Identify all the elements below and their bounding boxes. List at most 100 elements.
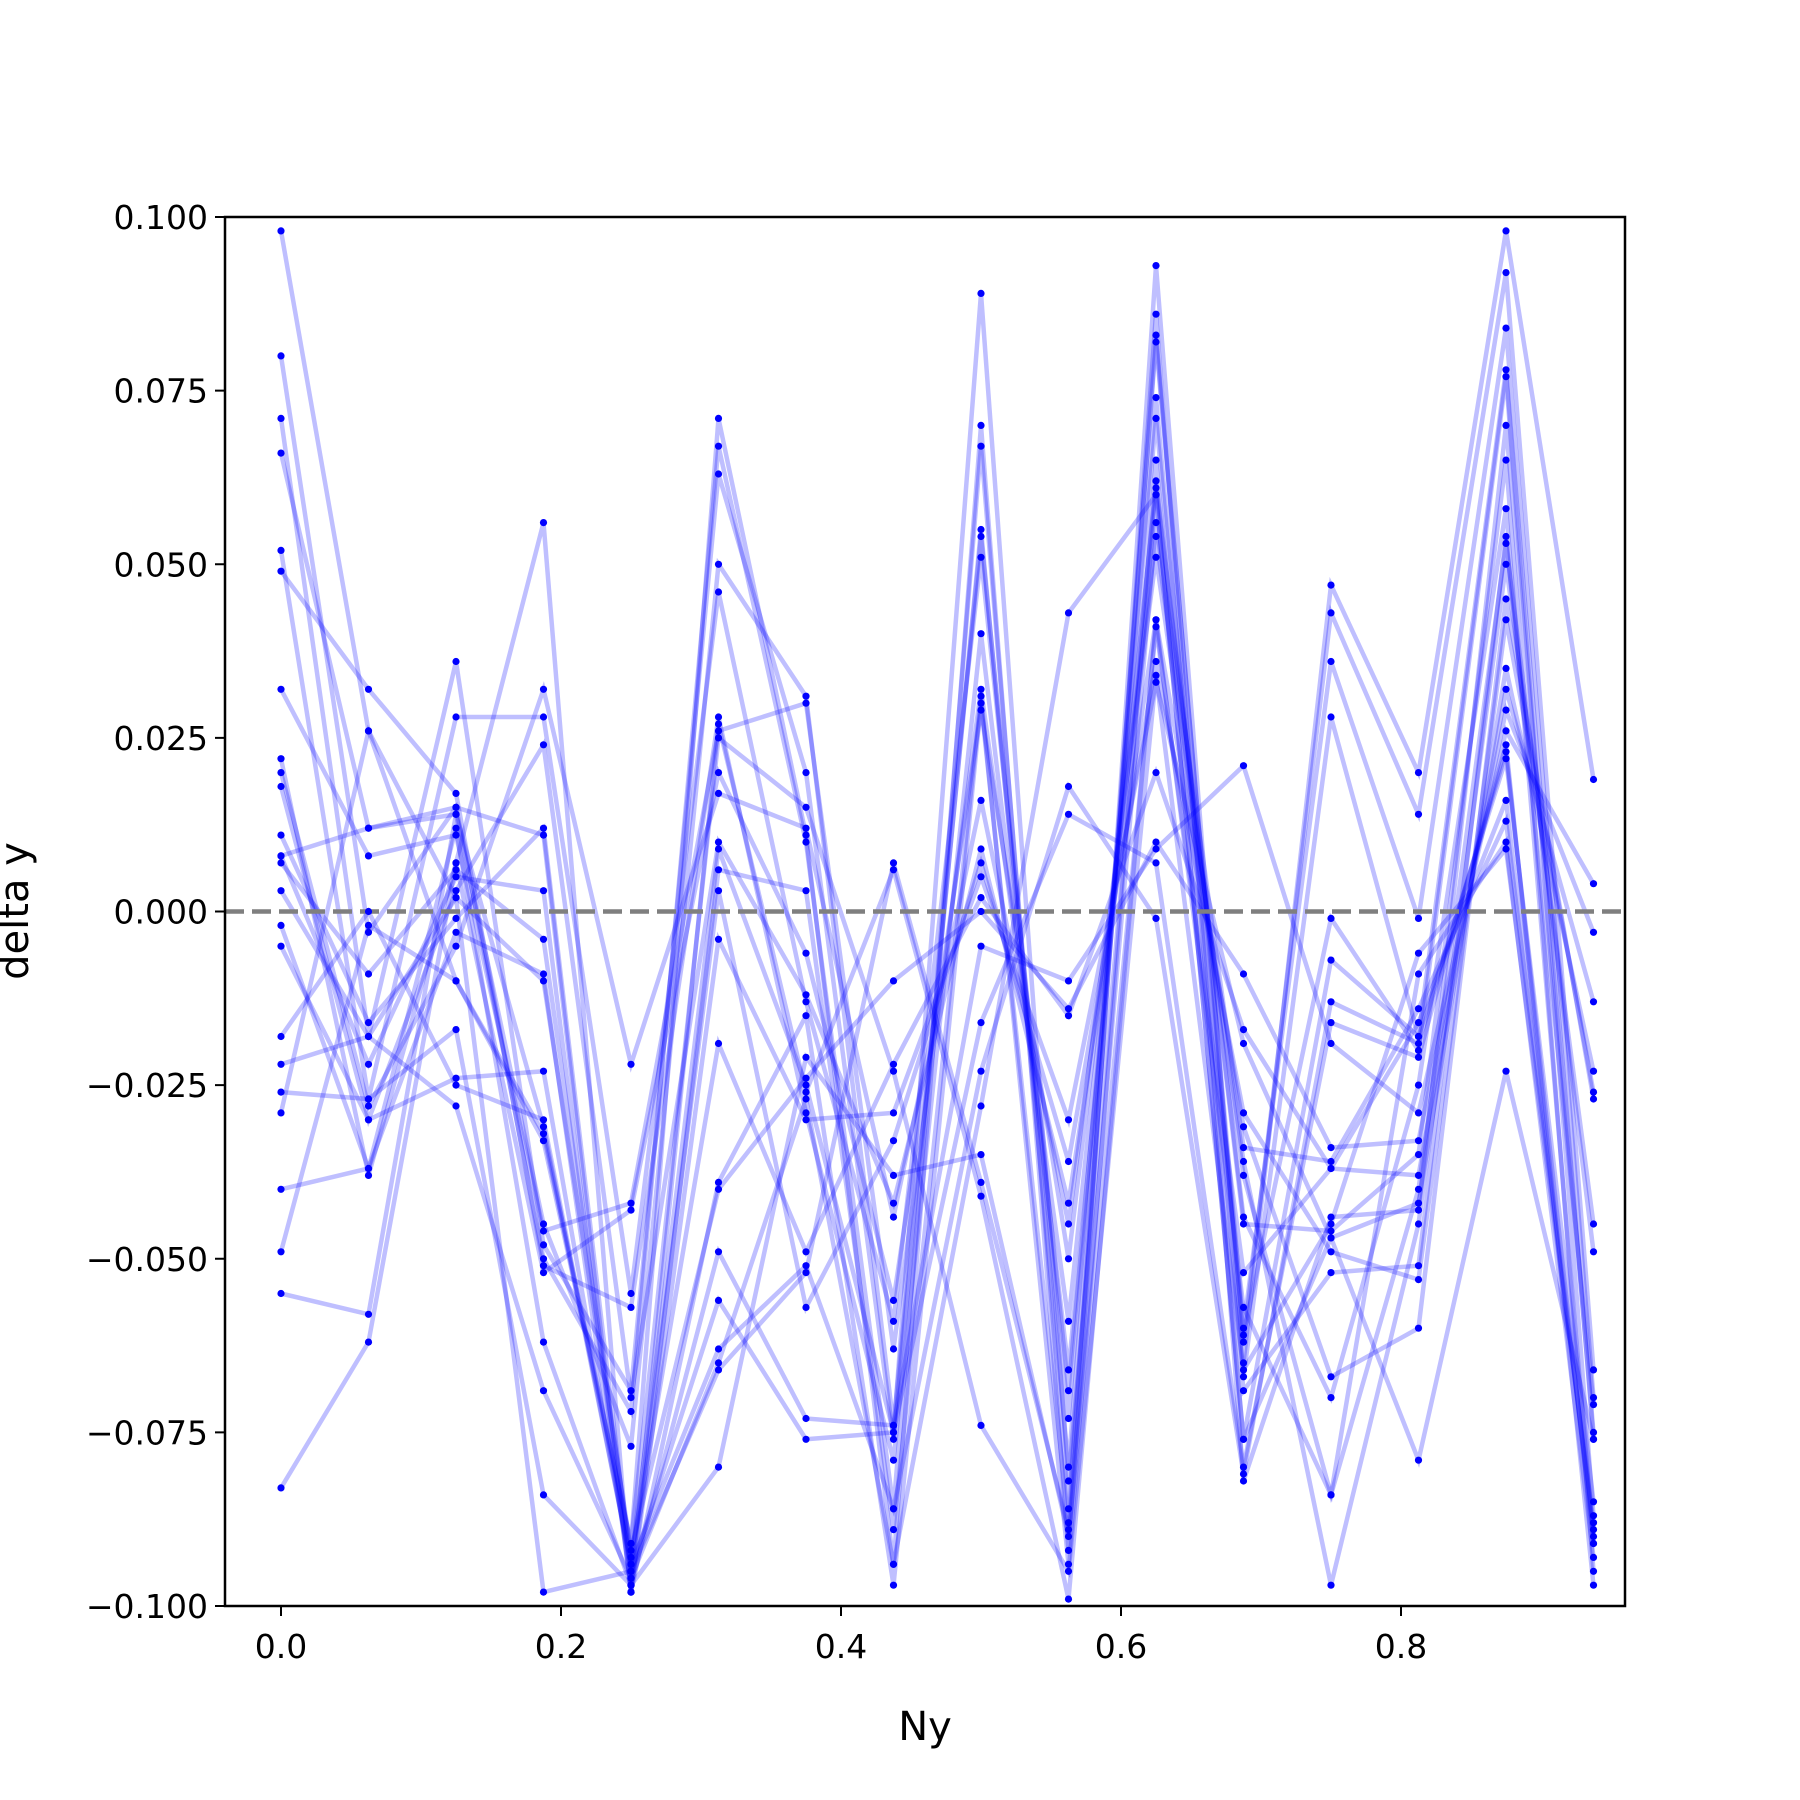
data-point [1239, 1123, 1248, 1131]
data-point [1327, 1227, 1335, 1235]
data-point [714, 1366, 723, 1374]
data-point [1589, 1095, 1598, 1103]
data-point [1589, 1532, 1598, 1541]
data-point [1589, 775, 1598, 784]
y-tick-label: 0.050 [114, 545, 208, 584]
series-line-19 [280, 626, 1596, 1589]
data-point [452, 657, 460, 666]
data-point [714, 838, 723, 846]
data-point [1152, 769, 1160, 777]
x-axis-title: Ny [898, 1704, 952, 1750]
data-point [452, 713, 460, 721]
data-point [277, 755, 285, 763]
data-point [277, 831, 285, 839]
data-point [889, 1296, 898, 1304]
data-point [889, 1435, 898, 1443]
data-point [1589, 1394, 1598, 1402]
data-point [714, 1185, 723, 1193]
data-point [1414, 1185, 1423, 1193]
data-point [1152, 616, 1160, 624]
data-point [1239, 1331, 1248, 1339]
data-point [627, 1567, 635, 1575]
data-point [452, 1026, 460, 1034]
data-point [889, 1560, 898, 1568]
data-point [714, 1296, 723, 1304]
data-point [277, 685, 285, 693]
data-point [364, 1060, 373, 1068]
data-point [539, 1387, 548, 1395]
data-point [539, 1338, 548, 1346]
data-point [1064, 1012, 1073, 1020]
data-point [1064, 1519, 1073, 1527]
data-point [364, 1338, 373, 1346]
data-point [539, 741, 548, 749]
data-point [802, 1081, 810, 1089]
data-point [364, 1164, 373, 1173]
data-point [1064, 1116, 1073, 1124]
data-point [977, 1019, 985, 1027]
data-point [1502, 595, 1510, 603]
data-point [1064, 1532, 1073, 1541]
data-point [1152, 657, 1160, 666]
data-point [977, 1192, 985, 1200]
data-point [802, 1435, 810, 1443]
data-point [1152, 310, 1160, 318]
data-point [1414, 1046, 1423, 1054]
data-point [1239, 1477, 1248, 1485]
data-point [802, 1414, 810, 1423]
data-point [539, 831, 548, 839]
data-point [1502, 373, 1510, 381]
data-point [277, 782, 285, 791]
data-point [1152, 532, 1160, 541]
data-point [977, 699, 985, 707]
data-point [977, 907, 985, 916]
data-point [1327, 1220, 1335, 1228]
series-line-9 [278, 556, 1596, 1586]
data-point [1414, 1206, 1423, 1214]
data-point [1152, 671, 1160, 680]
data-point [802, 1269, 810, 1277]
data-point [1502, 1067, 1510, 1075]
data-point [1327, 1581, 1335, 1589]
data-point [1152, 414, 1160, 422]
data-point [1239, 1213, 1248, 1221]
data-point [1589, 1248, 1598, 1256]
data-point [364, 970, 373, 978]
data-point [1589, 1581, 1598, 1589]
data-point [539, 1137, 548, 1145]
data-point [452, 866, 460, 874]
data-point [1239, 762, 1248, 770]
data-point [364, 727, 373, 735]
data-point [802, 1095, 810, 1103]
data-point [714, 1039, 723, 1048]
data-point [539, 685, 548, 693]
data-point [1239, 1157, 1248, 1166]
series-line-25 [280, 314, 1596, 1593]
data-point [277, 567, 285, 575]
data-point [627, 1546, 635, 1554]
data-point [1327, 609, 1335, 617]
data-point [452, 928, 460, 936]
data-point [1327, 657, 1335, 666]
data-point [1414, 914, 1423, 923]
data-point [627, 1060, 635, 1068]
data-point [1152, 845, 1160, 853]
series-line-17 [279, 751, 1596, 1573]
data-point [1327, 713, 1335, 721]
data-point [802, 769, 810, 777]
data-point [1414, 769, 1423, 777]
data-point [627, 1407, 635, 1416]
data-point [1502, 532, 1510, 541]
data-point [1327, 998, 1335, 1006]
data-point [1152, 914, 1160, 923]
data-point [1414, 1199, 1423, 1207]
series-line-20 [278, 522, 1596, 1595]
data-point [889, 1171, 898, 1179]
data-point [889, 1345, 898, 1353]
data-point [977, 706, 985, 714]
data-point [1589, 1539, 1598, 1548]
data-point [714, 845, 723, 853]
data-point [452, 1102, 460, 1110]
data-point [802, 949, 810, 957]
data-point [627, 1303, 635, 1311]
